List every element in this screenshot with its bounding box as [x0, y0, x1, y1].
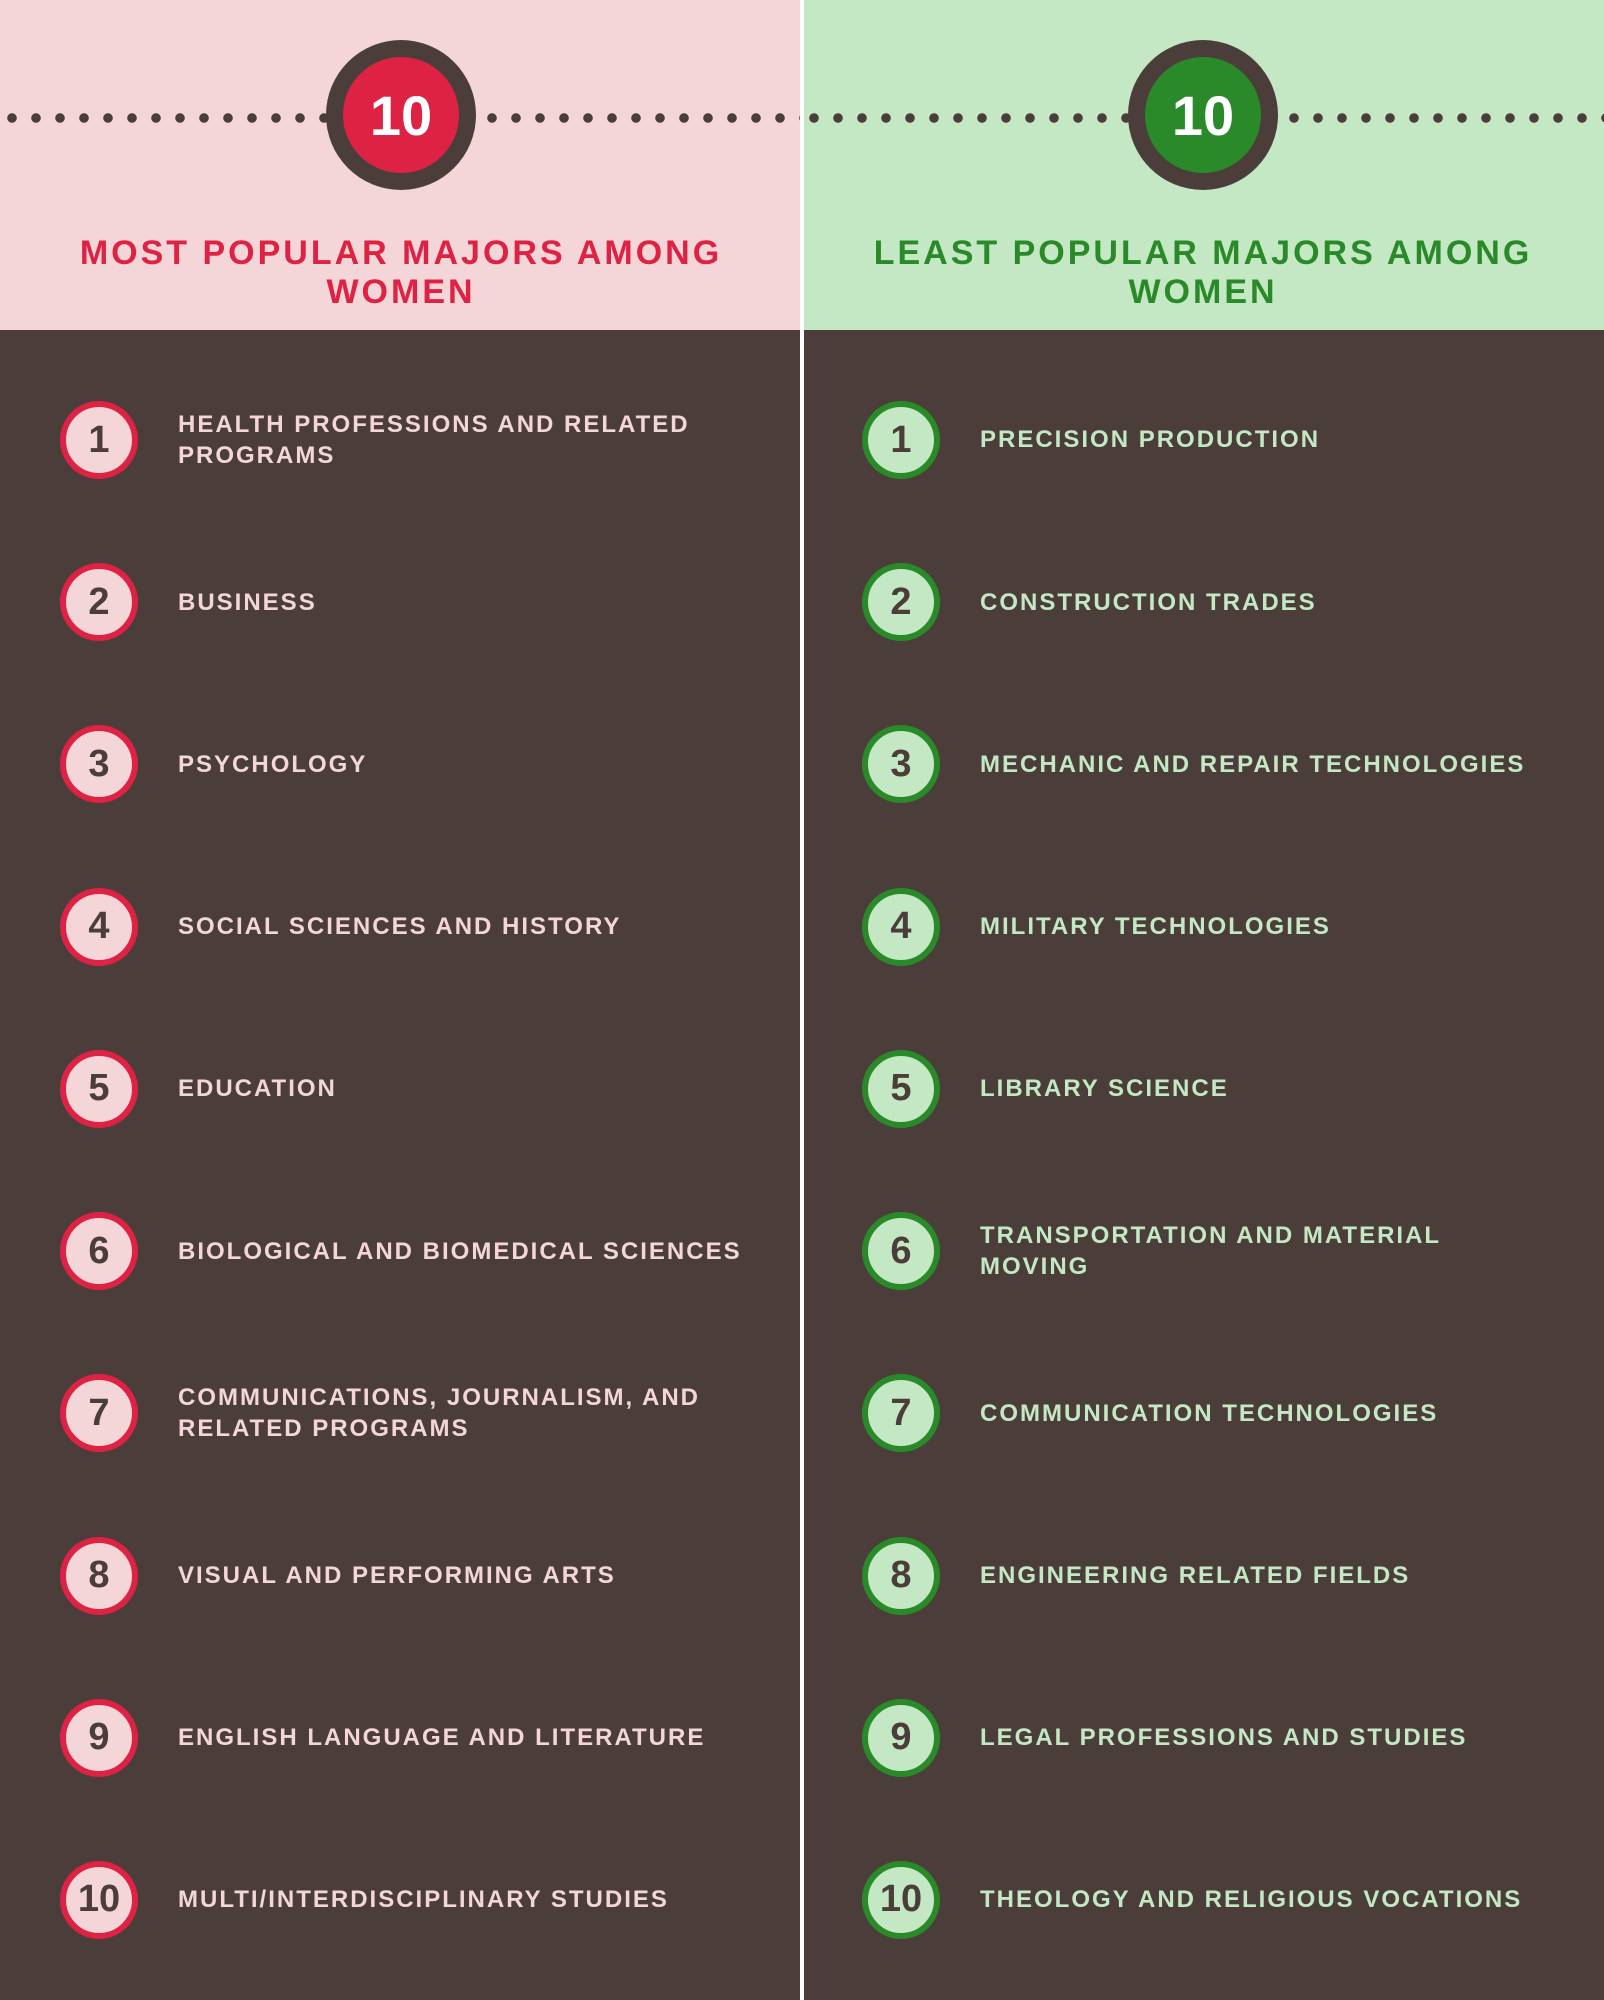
- list-item: 9 LEGAL PROFESSIONS AND STUDIES: [862, 1688, 1554, 1788]
- right-header: 10 LEAST POPULAR MAJORS AMONG WOMEN: [802, 0, 1604, 330]
- right-title: LEAST POPULAR MAJORS AMONG WOMEN: [802, 234, 1604, 312]
- rank-circle: 2: [862, 563, 940, 641]
- item-label: THEOLOGY AND RELIGIOUS VOCATIONS: [980, 1884, 1522, 1915]
- item-label: ENGINEERING RELATED FIELDS: [980, 1560, 1410, 1591]
- left-column: 10 MOST POPULAR MAJORS AMONG WOMEN 1 HEAL…: [0, 0, 802, 2000]
- list-item: 5 EDUCATION: [60, 1039, 752, 1139]
- rank-circle: 9: [60, 1699, 138, 1777]
- rank-circle: 2: [60, 563, 138, 641]
- item-label: MILITARY TECHNOLOGIES: [980, 911, 1331, 942]
- item-label: VISUAL AND PERFORMING ARTS: [178, 1560, 616, 1591]
- rank-circle: 7: [60, 1374, 138, 1452]
- right-badge-ring: 10: [1128, 40, 1278, 190]
- item-label: COMMUNICATION TECHNOLOGIES: [980, 1398, 1438, 1429]
- rank-circle: 4: [862, 888, 940, 966]
- item-label: TRANSPORTATION AND MATERIAL MOVING: [980, 1220, 1554, 1282]
- left-badge-ring: 10: [326, 40, 476, 190]
- list-item: 4 SOCIAL SCIENCES AND HISTORY: [60, 877, 752, 977]
- list-item: 9 ENGLISH LANGUAGE AND LITERATURE: [60, 1688, 752, 1788]
- center-divider: [800, 0, 804, 2000]
- item-label: LEGAL PROFESSIONS AND STUDIES: [980, 1722, 1467, 1753]
- rank-circle: 3: [60, 725, 138, 803]
- left-badge: 10: [343, 57, 459, 173]
- item-label: BUSINESS: [178, 587, 317, 618]
- rank-circle: 8: [862, 1537, 940, 1615]
- left-list: 1 HEALTH PROFESSIONS AND RELATED PROGRAMS…: [0, 330, 802, 2000]
- list-item: 3 MECHANIC AND REPAIR TECHNOLOGIES: [862, 714, 1554, 814]
- right-badge: 10: [1145, 57, 1261, 173]
- item-label: COMMUNICATIONS, JOURNALISM, AND RELATED …: [178, 1382, 752, 1444]
- item-label: BIOLOGICAL AND BIOMEDICAL SCIENCES: [178, 1236, 742, 1267]
- rank-circle: 4: [60, 888, 138, 966]
- list-item: 6 BIOLOGICAL AND BIOMEDICAL SCIENCES: [60, 1201, 752, 1301]
- list-item: 10 THEOLOGY AND RELIGIOUS VOCATIONS: [862, 1850, 1554, 1950]
- list-item: 4 MILITARY TECHNOLOGIES: [862, 877, 1554, 977]
- rank-circle: 9: [862, 1699, 940, 1777]
- item-label: LIBRARY SCIENCE: [980, 1073, 1229, 1104]
- rank-circle: 1: [862, 401, 940, 479]
- rank-circle: 10: [60, 1861, 138, 1939]
- left-title: MOST POPULAR MAJORS AMONG WOMEN: [0, 234, 802, 312]
- rank-circle: 5: [60, 1050, 138, 1128]
- list-item: 2 BUSINESS: [60, 552, 752, 652]
- rank-circle: 3: [862, 725, 940, 803]
- item-label: MULTI/INTERDISCIPLINARY STUDIES: [178, 1884, 669, 1915]
- item-label: CONSTRUCTION TRADES: [980, 587, 1317, 618]
- list-item: 8 VISUAL AND PERFORMING ARTS: [60, 1526, 752, 1626]
- rank-circle: 5: [862, 1050, 940, 1128]
- rank-circle: 6: [862, 1212, 940, 1290]
- list-item: 3 PSYCHOLOGY: [60, 714, 752, 814]
- rank-circle: 7: [862, 1374, 940, 1452]
- list-item: 6 TRANSPORTATION AND MATERIAL MOVING: [862, 1201, 1554, 1301]
- list-item: 8 ENGINEERING RELATED FIELDS: [862, 1526, 1554, 1626]
- list-item: 7 COMMUNICATIONS, JOURNALISM, AND RELATED…: [60, 1363, 752, 1463]
- infographic: 10 MOST POPULAR MAJORS AMONG WOMEN 1 HEAL…: [0, 0, 1604, 2000]
- item-label: SOCIAL SCIENCES AND HISTORY: [178, 911, 621, 942]
- item-label: PRECISION PRODUCTION: [980, 424, 1320, 455]
- list-item: 1 PRECISION PRODUCTION: [862, 390, 1554, 490]
- rank-circle: 8: [60, 1537, 138, 1615]
- list-item: 2 CONSTRUCTION TRADES: [862, 552, 1554, 652]
- rank-circle: 1: [60, 401, 138, 479]
- item-label: PSYCHOLOGY: [178, 749, 367, 780]
- list-item: 7 COMMUNICATION TECHNOLOGIES: [862, 1363, 1554, 1463]
- list-item: 5 LIBRARY SCIENCE: [862, 1039, 1554, 1139]
- rank-circle: 6: [60, 1212, 138, 1290]
- left-header: 10 MOST POPULAR MAJORS AMONG WOMEN: [0, 0, 802, 330]
- rank-circle: 10: [862, 1861, 940, 1939]
- item-label: EDUCATION: [178, 1073, 337, 1104]
- right-list: 1 PRECISION PRODUCTION 2 CONSTRUCTION TRADE…: [802, 330, 1604, 2000]
- item-label: MECHANIC AND REPAIR TECHNOLOGIES: [980, 749, 1525, 780]
- right-column: 10 LEAST POPULAR MAJORS AMONG WOMEN 1 PRE…: [802, 0, 1604, 2000]
- list-item: 1 HEALTH PROFESSIONS AND RELATED PROGRAMS: [60, 390, 752, 490]
- item-label: ENGLISH LANGUAGE AND LITERATURE: [178, 1722, 705, 1753]
- item-label: HEALTH PROFESSIONS AND RELATED PROGRAMS: [178, 409, 752, 471]
- list-item: 10 MULTI/INTERDISCIPLINARY STUDIES: [60, 1850, 752, 1950]
